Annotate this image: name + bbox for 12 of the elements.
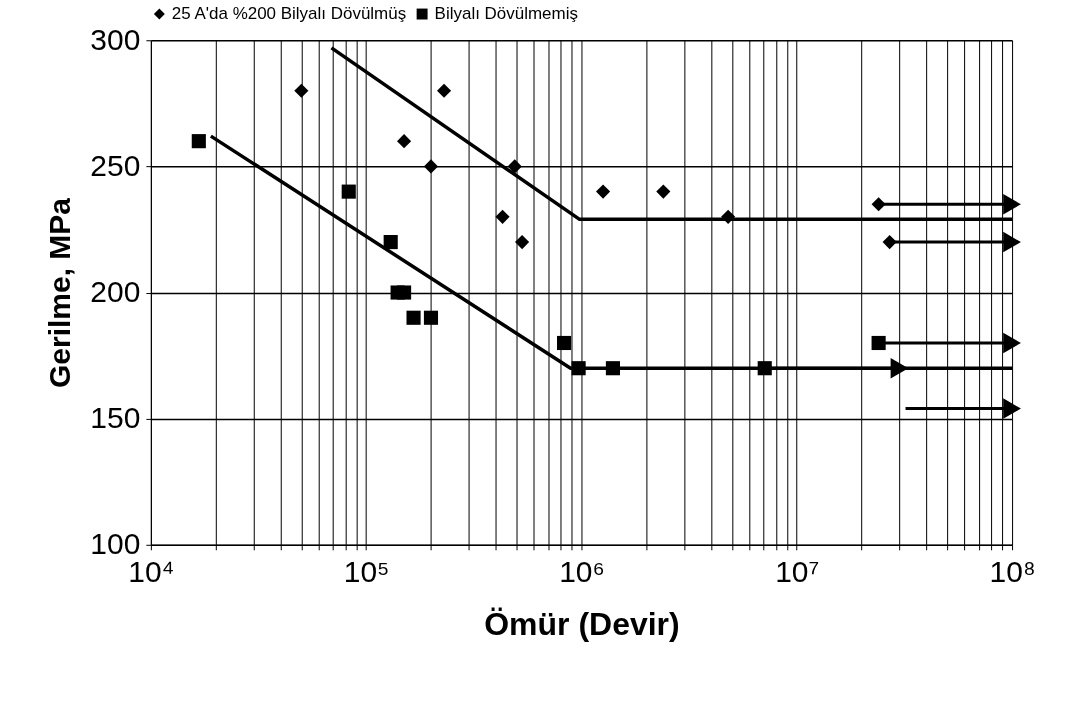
x-tick-label: 10⁷	[775, 555, 820, 589]
y-axis-title: Gerilme, MPa	[43, 197, 77, 388]
legend-label: 25 A'da %200 Bilyalı Dövülmüş	[171, 4, 407, 24]
y-tick-label: 200	[90, 275, 141, 309]
x-tick-label: 10⁸	[989, 555, 1036, 589]
x-tick-label: 10⁵	[343, 555, 390, 589]
x-tick-label: 10⁶	[559, 555, 605, 589]
legend-label: Bilyalı Dövülmemiş	[434, 4, 578, 24]
y-tick-label: 150	[90, 401, 141, 435]
y-tick-label: 250	[90, 148, 141, 182]
x-axis-title: Ömür (Devir)	[484, 606, 680, 643]
y-tick-label: 300	[90, 22, 141, 56]
